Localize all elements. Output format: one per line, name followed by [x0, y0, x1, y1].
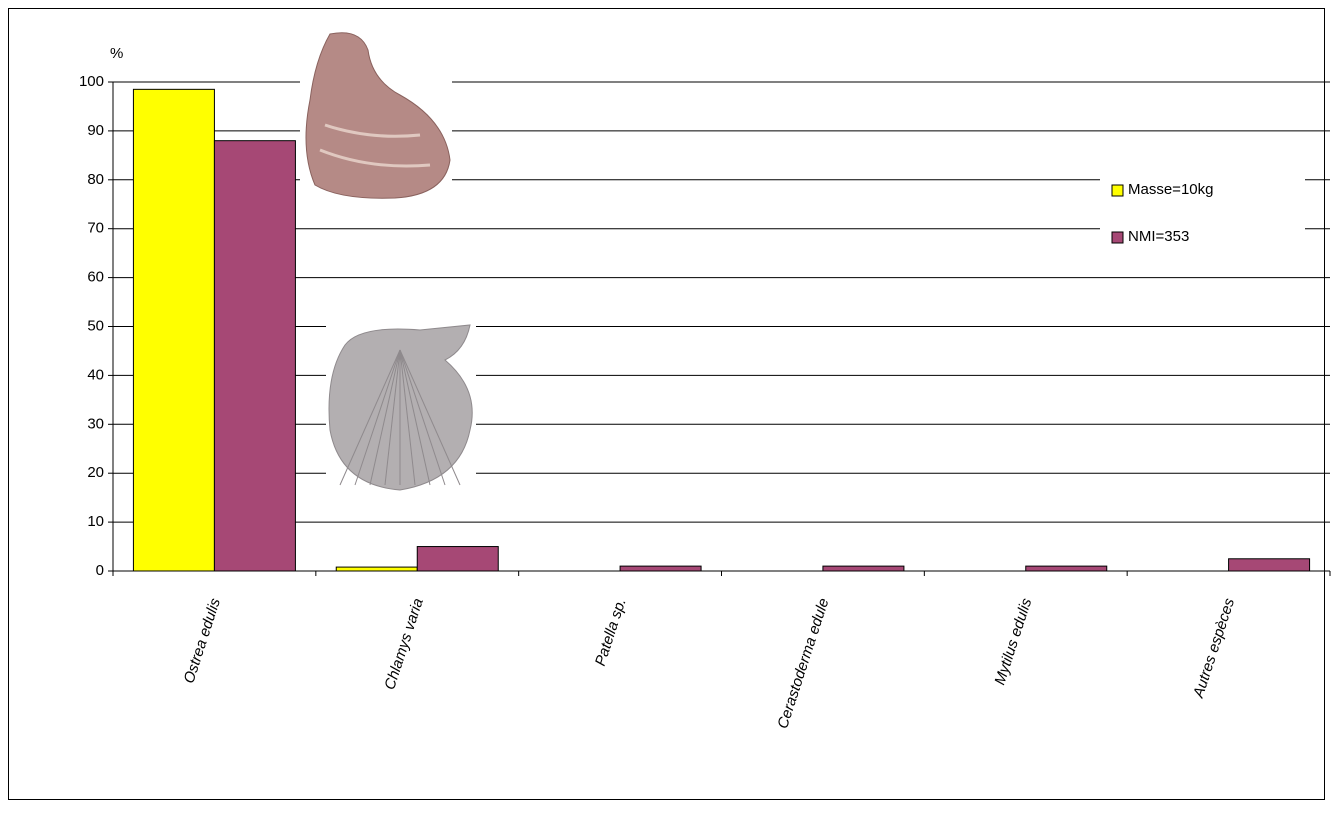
y-tick-label: 50: [87, 317, 104, 334]
legend-label: NMI=353: [1128, 228, 1189, 245]
y-tick-label: 20: [87, 464, 104, 481]
y-tick-label: 40: [87, 366, 104, 383]
scallop-rib: [399, 349, 461, 486]
y-tick-label: 10: [87, 513, 104, 530]
scallop-rib: [354, 349, 401, 486]
scallop-rib: [384, 349, 401, 486]
bar: [132, 88, 215, 572]
scallop-rib: [399, 349, 446, 486]
scallop-image: [326, 322, 476, 494]
bar: [822, 565, 905, 572]
scallop-shell: [328, 324, 473, 491]
y-tick-label: 100: [79, 73, 104, 90]
bar: [335, 566, 418, 572]
legend-bg: [1100, 168, 1305, 256]
oyster-detail: [319, 123, 431, 168]
bar: [416, 546, 499, 572]
scallop-rib: [399, 349, 431, 486]
y-tick-label: 60: [87, 269, 104, 286]
legend-swatch: [1111, 231, 1124, 244]
scallop-rib: [399, 349, 416, 486]
y-axis-label: %: [110, 45, 123, 62]
y-tick-label: 80: [87, 171, 104, 188]
bar: [1228, 558, 1311, 572]
y-tick-label: 70: [87, 220, 104, 237]
legend-swatch: [1111, 184, 1124, 197]
bar: [213, 140, 296, 572]
scallop-rib: [339, 349, 401, 486]
bar: [619, 565, 702, 572]
y-tick-label: 90: [87, 122, 104, 139]
y-tick-label: 30: [87, 415, 104, 432]
y-tick-label: 0: [96, 562, 104, 579]
legend-label: Masse=10kg: [1128, 181, 1213, 198]
bar: [1025, 565, 1108, 572]
scallop-rib: [369, 349, 401, 486]
oyster-image: [300, 28, 452, 200]
